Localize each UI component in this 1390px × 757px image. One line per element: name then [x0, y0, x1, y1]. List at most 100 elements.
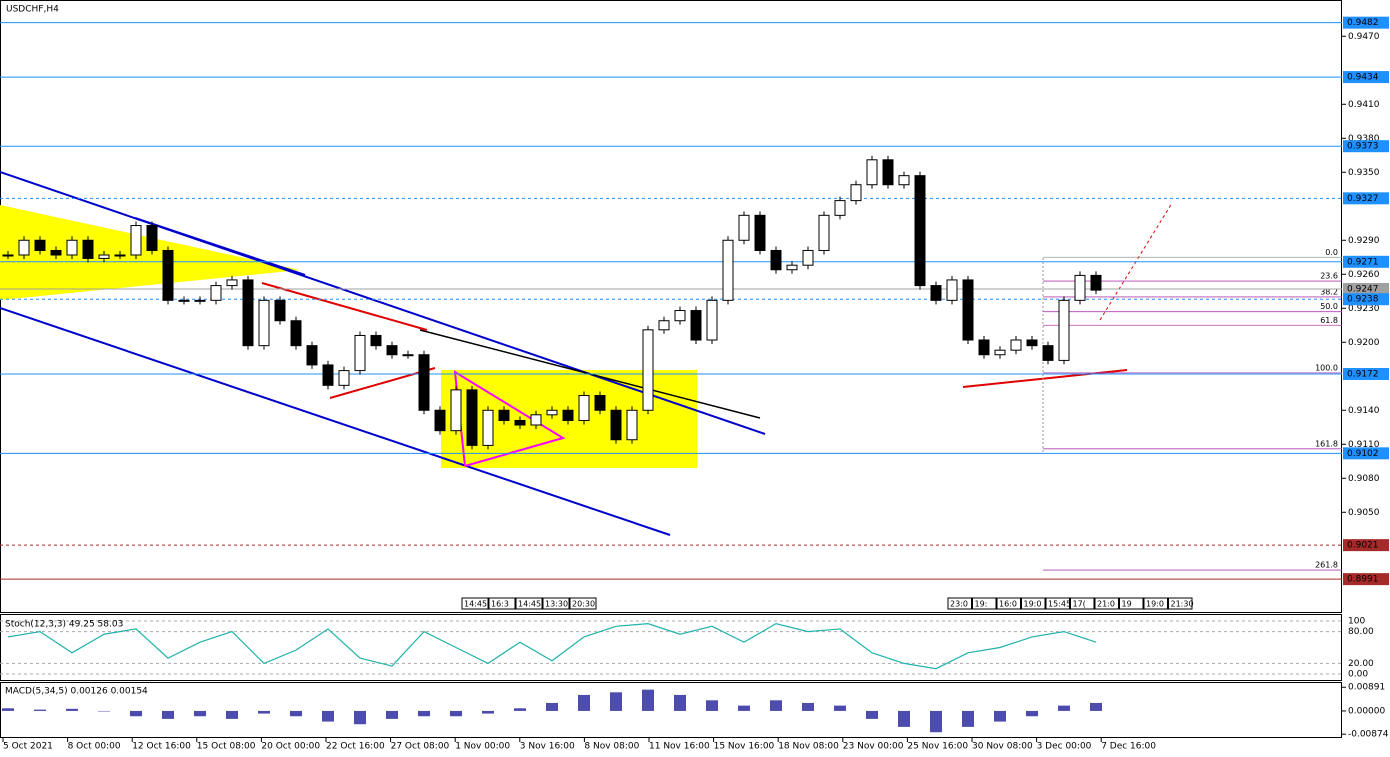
- macd-bar: [322, 710, 334, 722]
- time-label: 15 Oct 08:00: [197, 742, 256, 752]
- y-tick-label: 0.9350: [1348, 168, 1380, 178]
- triangle-zone: [0, 205, 300, 300]
- candle: [514, 419, 526, 426]
- macd-bar: [514, 708, 526, 711]
- candle: [114, 254, 126, 257]
- fib-label: 100.0: [1315, 363, 1338, 372]
- price-label-box: [1343, 293, 1389, 306]
- price-label: 0.9247: [1347, 285, 1379, 295]
- time-label: 3 Dec 00:00: [1037, 742, 1092, 752]
- fib-label: 261.8: [1315, 561, 1338, 570]
- channel-line: [0, 171, 766, 435]
- candle: [1042, 345, 1054, 361]
- fib-label: 0.0: [1325, 248, 1338, 257]
- chart-title: USDCHF,H4: [6, 5, 59, 15]
- fib-label: 161.8: [1315, 439, 1338, 448]
- candle: [930, 285, 942, 301]
- price-label-box: [1343, 255, 1389, 268]
- price-label-box: [1343, 573, 1389, 586]
- trend-line: [329, 367, 436, 399]
- macd-bar: [642, 689, 654, 711]
- intraday-box: [1021, 597, 1046, 610]
- candle: [706, 299, 718, 341]
- candle: [34, 239, 46, 251]
- candle: [882, 159, 894, 186]
- intraday-box: [1094, 597, 1119, 610]
- macd-bar: [418, 710, 430, 717]
- macd-bar: [194, 710, 206, 717]
- intraday-label: 13:30: [545, 600, 568, 609]
- y-tick-label: 0.9140: [1348, 406, 1380, 416]
- candle: [434, 409, 446, 432]
- time-label: 5 Oct 2021: [3, 742, 53, 752]
- time-label: 8 Nov 08:00: [584, 742, 639, 752]
- price-label: 0.9327: [1347, 194, 1379, 204]
- macd-bar: [546, 702, 558, 711]
- stoch-tick-label: 100: [1348, 617, 1365, 627]
- price-label-box: [1343, 71, 1389, 84]
- time-label: 12 Oct 16:00: [132, 742, 191, 752]
- time-label: 27 Oct 08:00: [391, 742, 450, 752]
- macd-bar: [2, 708, 14, 711]
- intraday-box: [972, 597, 997, 610]
- candle: [338, 370, 350, 386]
- candle: [322, 364, 334, 386]
- intraday-label: 15:45: [1048, 600, 1071, 609]
- candle: [306, 345, 318, 366]
- candle: [690, 310, 702, 341]
- candle: [2, 254, 14, 257]
- fib-label: 50.0: [1320, 302, 1338, 311]
- stoch-label: Stoch(12,3,3) 49.25 58.03: [5, 620, 123, 630]
- stoch-tick-label: 0.00: [1348, 670, 1368, 680]
- candle: [786, 264, 798, 271]
- macd-bar: [34, 709, 46, 711]
- y-tick-label: 0.9200: [1348, 338, 1380, 348]
- macd-bar: [290, 710, 302, 717]
- candle: [450, 389, 462, 432]
- candle: [210, 285, 222, 301]
- price-label-box: [1343, 192, 1389, 205]
- candle: [50, 249, 62, 256]
- macd-bar: [770, 700, 782, 711]
- time-label: 7 Dec 16:00: [1101, 742, 1156, 752]
- candle: [626, 409, 638, 441]
- macd-bar: [866, 710, 878, 719]
- candle: [1058, 299, 1070, 361]
- time-label: 30 Nov 08:00: [972, 742, 1033, 752]
- y-tick-label: 0.9410: [1348, 100, 1380, 110]
- stoch-frame: [0, 614, 1342, 681]
- candle: [914, 175, 926, 287]
- candle: [98, 254, 110, 259]
- macd-bar: [226, 710, 238, 719]
- intraday-label: 17(: [1073, 600, 1086, 609]
- intraday-box: [1070, 597, 1095, 610]
- price-label: 0.9172: [1347, 370, 1379, 380]
- time-label: 25 Nov 16:00: [907, 742, 968, 752]
- candle: [370, 334, 382, 347]
- candle: [866, 159, 878, 186]
- candle: [482, 409, 494, 446]
- candle: [658, 320, 670, 331]
- time-label: 11 Nov 16:00: [649, 742, 710, 752]
- intraday-label: 19:0: [1024, 600, 1042, 609]
- fib-label: 61.8: [1320, 316, 1338, 325]
- candle: [1090, 274, 1102, 291]
- time-label: 23 Nov 00:00: [843, 742, 904, 752]
- macd-bar: [898, 710, 910, 727]
- stoch-line: [7, 623, 1097, 670]
- intraday-box: [947, 597, 972, 610]
- macd-bar: [482, 710, 494, 714]
- candle: [1026, 339, 1038, 347]
- candle: [850, 184, 862, 202]
- fib-label: 38.2: [1320, 287, 1338, 296]
- candle: [994, 349, 1006, 356]
- candle: [898, 175, 910, 186]
- macd-bar: [1026, 710, 1038, 717]
- price-label: 0.9271: [1347, 257, 1379, 267]
- macd-bar: [386, 710, 398, 719]
- fib-label: 23.6: [1320, 272, 1338, 281]
- candle: [1010, 339, 1022, 351]
- y-tick-label: 0.9080: [1348, 474, 1380, 484]
- candle: [290, 320, 302, 347]
- intraday-label: 14:45: [464, 600, 487, 609]
